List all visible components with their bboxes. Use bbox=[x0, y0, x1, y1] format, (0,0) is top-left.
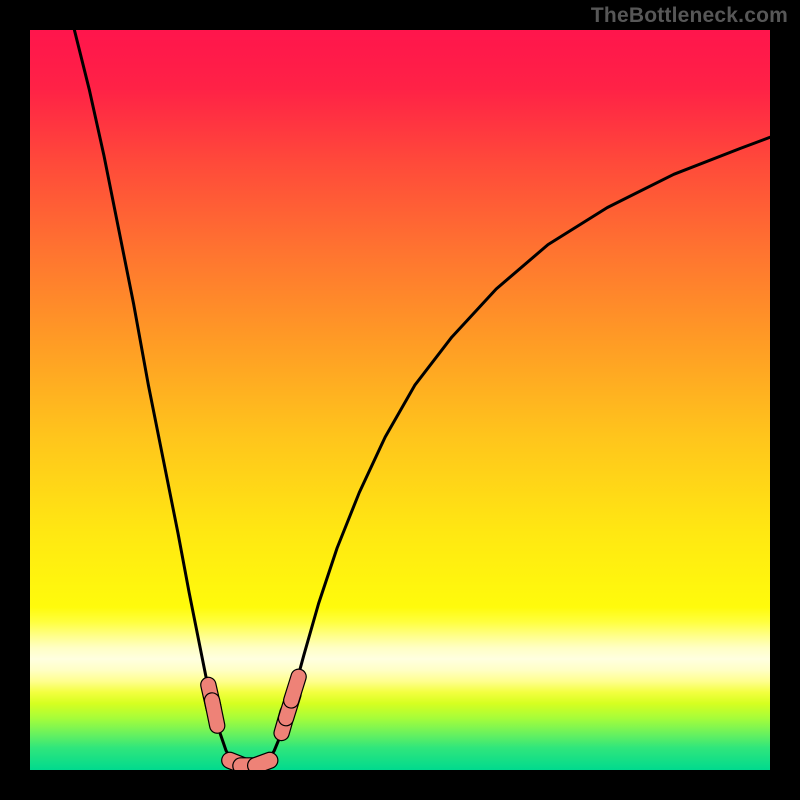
watermark-text: TheBottleneck.com bbox=[591, 4, 788, 28]
gradient-background bbox=[30, 30, 770, 770]
plot-area bbox=[30, 30, 770, 770]
marker-fill bbox=[256, 760, 270, 765]
marker-fill bbox=[212, 700, 217, 725]
chart-stage: TheBottleneck.com bbox=[0, 0, 800, 800]
marker-fill bbox=[291, 677, 298, 701]
